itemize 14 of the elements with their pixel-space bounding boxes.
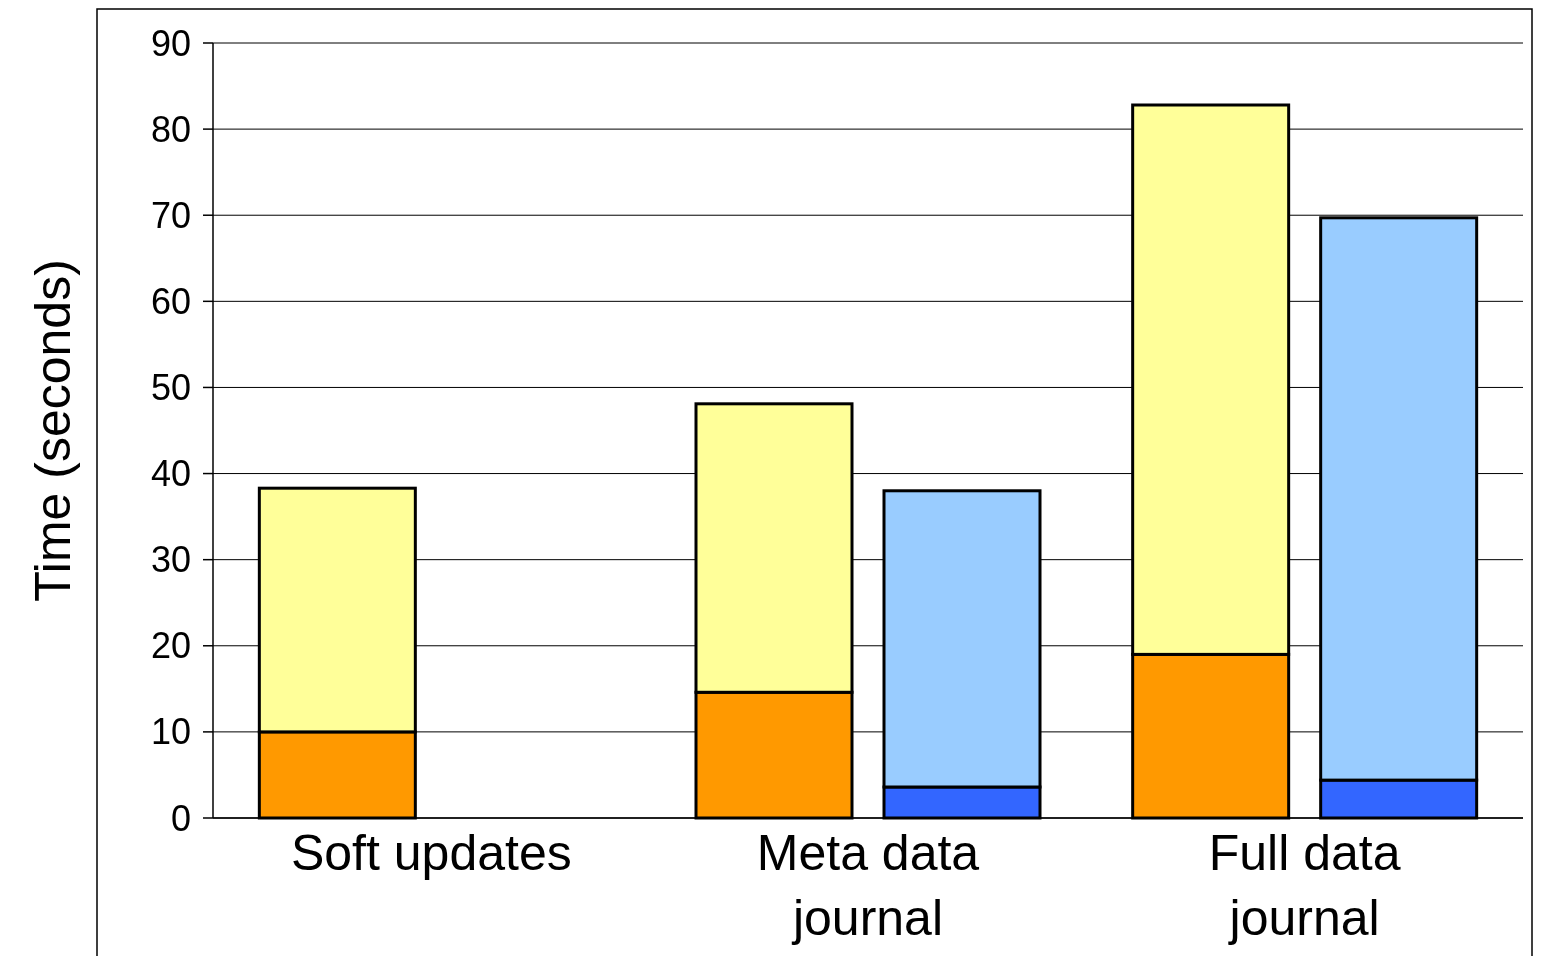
y-tick-label: 70 xyxy=(150,194,191,236)
y-tick-label: 80 xyxy=(150,108,191,150)
y-tick-label: 50 xyxy=(150,367,191,409)
y-tick-label: 10 xyxy=(150,711,191,753)
x-tick-label: Meta data journal xyxy=(756,825,980,946)
y-tick-label: 60 xyxy=(150,280,191,322)
y-tick-label: 40 xyxy=(150,453,191,495)
x-tick-label: Soft updates xyxy=(290,825,572,881)
x-tick-label: Full data journal xyxy=(1208,825,1401,946)
y-tick-label: 0 xyxy=(170,797,191,839)
y-tick-label: 90 xyxy=(150,22,191,64)
y-tick-label: 30 xyxy=(150,539,191,581)
y-tick-label: 20 xyxy=(150,625,191,667)
y-axis-title: Time (seconds) xyxy=(25,259,81,602)
